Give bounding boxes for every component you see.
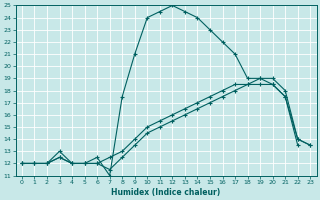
X-axis label: Humidex (Indice chaleur): Humidex (Indice chaleur) bbox=[111, 188, 221, 197]
